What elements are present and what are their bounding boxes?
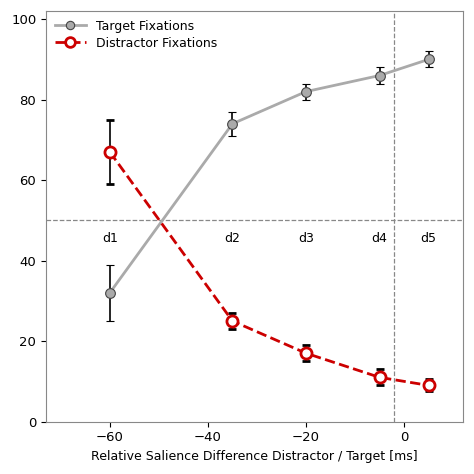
Text: d4: d4 (372, 232, 387, 246)
X-axis label: Relative Salience Difference Distractor / Target [ms]: Relative Salience Difference Distractor … (91, 450, 418, 463)
Text: d5: d5 (420, 232, 437, 246)
Legend: Target Fixations, Distractor Fixations: Target Fixations, Distractor Fixations (50, 15, 222, 55)
Text: d3: d3 (298, 232, 314, 246)
Text: d2: d2 (225, 232, 240, 246)
Text: d1: d1 (102, 232, 118, 246)
